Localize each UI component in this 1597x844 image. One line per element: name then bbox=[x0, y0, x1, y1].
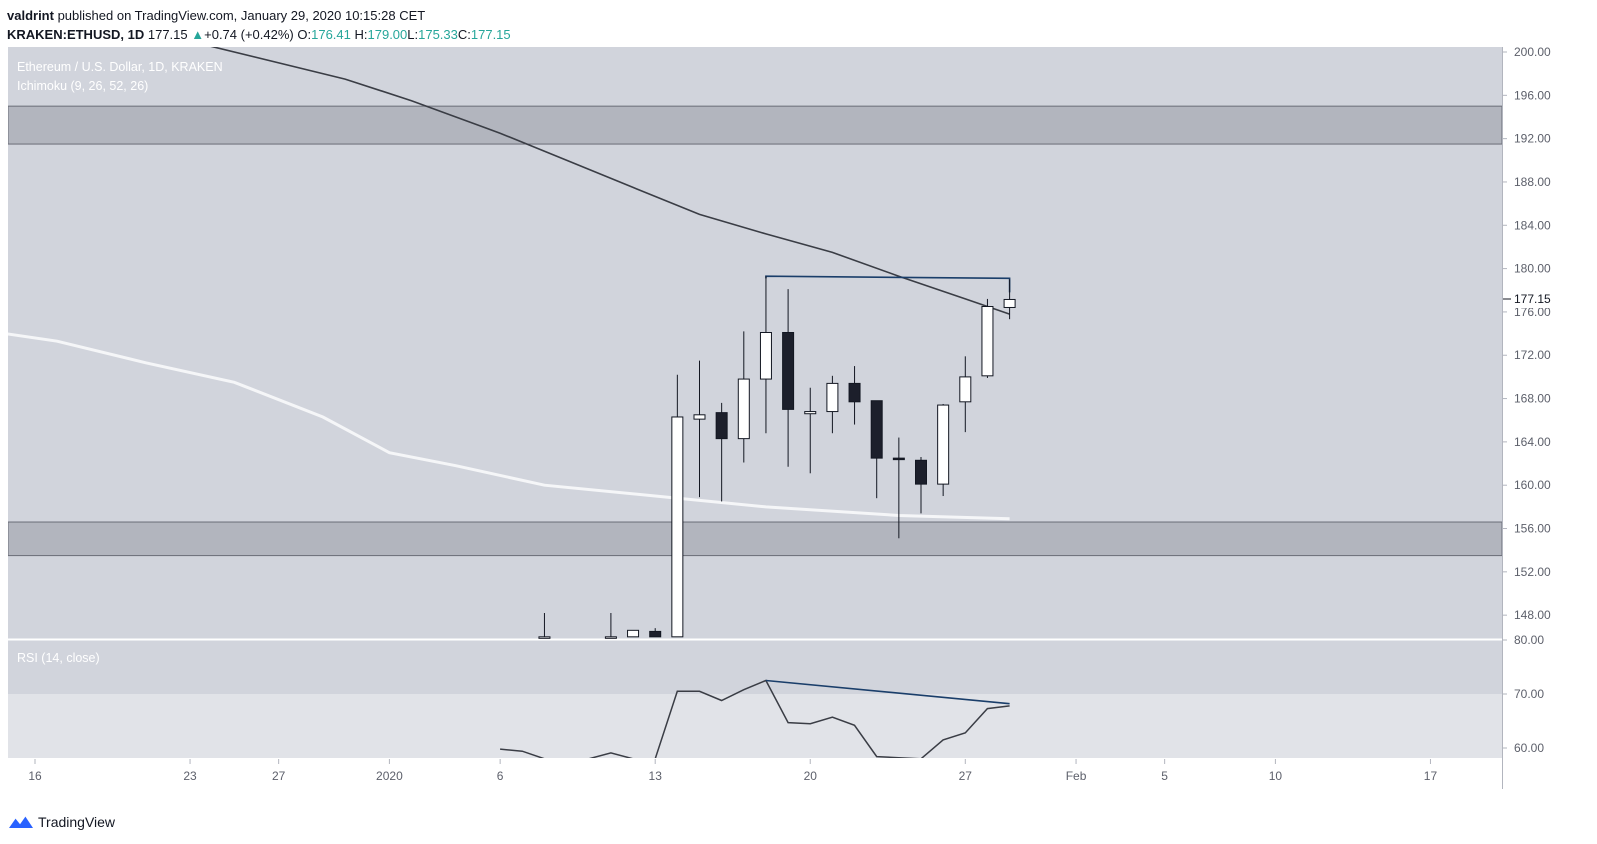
main-plot bbox=[8, 47, 1502, 639]
open-value: 176.41 bbox=[311, 27, 351, 42]
tradingview-logo-icon bbox=[9, 815, 33, 828]
last-price-marker: 177.15 bbox=[1503, 290, 1563, 308]
candle bbox=[737, 378, 750, 440]
price-tick-label: 152.00 bbox=[1514, 565, 1551, 579]
price-axis[interactable]: 200.00 196.00 192.00 188.00 184.00 180.00 176.… bbox=[1502, 45, 1551, 755]
candle bbox=[604, 636, 617, 639]
close-value: 177.15 bbox=[470, 27, 511, 42]
symbol-line: KRAKEN:ETHUSD, 1D 177.15 ▲+0.74 (+0.42%)… bbox=[7, 25, 511, 44]
close-label: C: bbox=[457, 27, 471, 42]
time-tick-label: 10 bbox=[1269, 769, 1283, 783]
chart-header: valdrint published on TradingView.com, J… bbox=[7, 6, 511, 44]
dark-moving-average bbox=[210, 47, 1010, 315]
candle bbox=[959, 376, 972, 403]
indicator-label[interactable]: Ichimoku (9, 26, 52, 26) bbox=[17, 79, 148, 93]
white-moving-average bbox=[8, 332, 1010, 521]
candle bbox=[937, 404, 950, 485]
rsi-trendline bbox=[765, 679, 1010, 705]
time-axis-bg[interactable] bbox=[8, 759, 1502, 789]
time-tick-label: 17 bbox=[1424, 769, 1438, 783]
time-tick-label: 23 bbox=[183, 769, 197, 783]
rsi-tick-label: 60.00 bbox=[1514, 741, 1544, 755]
high-value: 179.00 bbox=[367, 27, 408, 42]
rsi-tick-label: 80.00 bbox=[1514, 633, 1544, 647]
time-tick-label: 2020 bbox=[376, 769, 403, 783]
candle bbox=[915, 459, 927, 485]
price-tick-label: 188.00 bbox=[1514, 175, 1551, 189]
time-tick-label: 20 bbox=[804, 769, 818, 783]
support-zone bbox=[8, 521, 1502, 557]
tradingview-logo-text: TradingView bbox=[38, 814, 116, 830]
low-label: L: bbox=[407, 27, 419, 42]
time-tick-label: 5 bbox=[1161, 769, 1168, 783]
candle bbox=[715, 412, 728, 440]
publish-line: valdrint published on TradingView.com, J… bbox=[7, 6, 511, 25]
time-tick-label: 16 bbox=[28, 769, 42, 783]
time-tick-label: 27 bbox=[959, 769, 973, 783]
time-tick-label: 27 bbox=[272, 769, 286, 783]
candle bbox=[759, 331, 772, 380]
time-axis[interactable]: 16 23 27 2020 6 13 20 27 Feb 5 10 17 bbox=[28, 759, 1437, 783]
price-tick-label: 160.00 bbox=[1514, 478, 1551, 492]
price-change: +0.74 (+0.42%) bbox=[204, 27, 294, 42]
time-tick-label: Feb bbox=[1066, 769, 1087, 783]
resistance-zone bbox=[8, 105, 1502, 145]
rsi-overbought-band bbox=[8, 694, 1502, 758]
rsi-plot bbox=[8, 679, 1502, 758]
candle bbox=[848, 382, 861, 403]
candle bbox=[782, 331, 795, 410]
candle bbox=[892, 457, 905, 461]
price-tick-label: 172.00 bbox=[1514, 348, 1551, 362]
publisher-name[interactable]: valdrint bbox=[7, 8, 54, 23]
rsi-tick-label: 70.00 bbox=[1514, 687, 1544, 701]
candle bbox=[1003, 298, 1016, 308]
low-value: 175.33 bbox=[418, 27, 458, 42]
price-tick-label: 176.00 bbox=[1514, 305, 1551, 319]
candle bbox=[870, 400, 883, 459]
symbol-label[interactable]: KRAKEN:ETHUSD, 1D bbox=[7, 27, 145, 42]
main-pane-title: Ethereum / U.S. Dollar, 1D, KRAKEN bbox=[17, 60, 223, 74]
last-price: 177.15 bbox=[147, 27, 188, 42]
price-tick-label: 184.00 bbox=[1514, 218, 1551, 232]
price-tick-label: 168.00 bbox=[1514, 392, 1551, 406]
last-price-label: 177.15 bbox=[1514, 292, 1551, 306]
published-text: published on TradingView.com, January 29… bbox=[53, 8, 426, 23]
price-tick-label: 156.00 bbox=[1514, 522, 1551, 536]
candle bbox=[826, 382, 839, 413]
open-label: O: bbox=[297, 27, 312, 42]
high-label: H: bbox=[354, 27, 368, 42]
price-tick-label: 164.00 bbox=[1514, 435, 1551, 449]
time-tick-label: 13 bbox=[649, 769, 663, 783]
time-tick-label: 6 bbox=[497, 769, 504, 783]
price-tick-label: 192.00 bbox=[1514, 132, 1551, 146]
tradingview-logo[interactable]: TradingView bbox=[8, 814, 115, 830]
price-tick-label: 180.00 bbox=[1514, 262, 1551, 276]
candle bbox=[671, 416, 684, 638]
candle bbox=[804, 411, 817, 415]
price-tick-label: 196.00 bbox=[1514, 88, 1551, 102]
price-tick-label: 200.00 bbox=[1514, 45, 1551, 59]
rsi-pane-title[interactable]: RSI (14, close) bbox=[17, 651, 100, 665]
candle bbox=[627, 629, 640, 638]
price-tick-label: 148.00 bbox=[1514, 608, 1551, 622]
candle bbox=[649, 630, 662, 638]
candle bbox=[538, 636, 551, 639]
up-arrow-icon: ▲ bbox=[191, 27, 205, 42]
candle bbox=[981, 306, 994, 377]
candle bbox=[693, 414, 706, 420]
